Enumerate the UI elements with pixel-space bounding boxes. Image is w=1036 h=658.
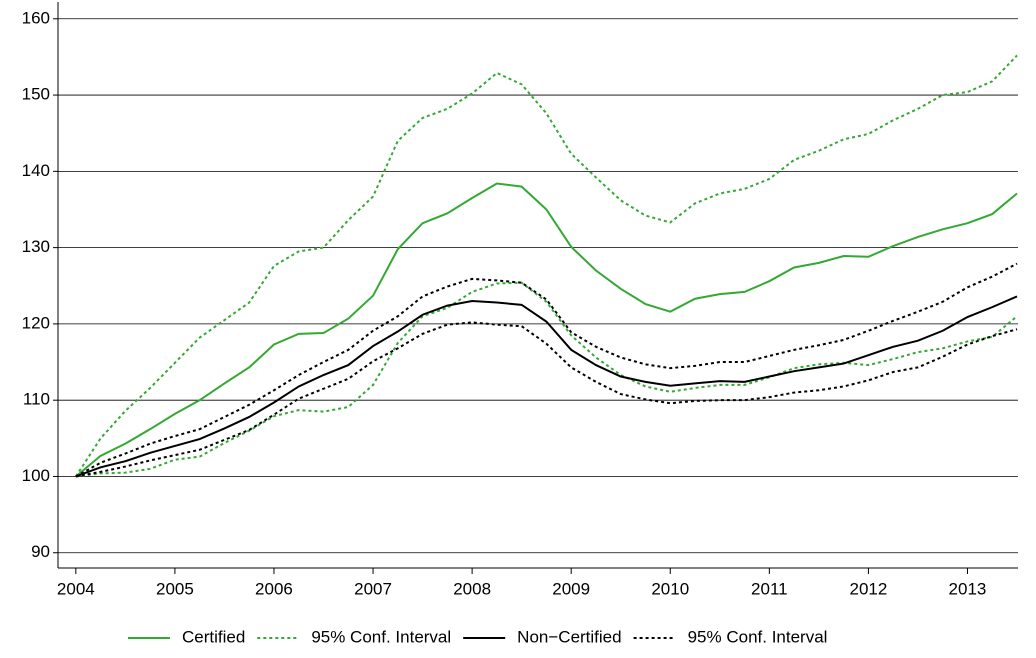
line	[75, 321, 1018, 478]
line	[74, 54, 1018, 478]
x-tick-label: 2009	[552, 579, 590, 598]
line	[75, 262, 1018, 478]
x-tick-label: 2007	[354, 579, 392, 598]
y-tick-label: 150	[22, 85, 50, 104]
x-tick-label: 2008	[453, 579, 491, 598]
y-tick-label: 90	[31, 542, 50, 561]
legend-label: Non−Certified	[517, 627, 621, 646]
legend-label: 95% Conf. Interval	[688, 627, 828, 646]
y-tick-label: 130	[22, 237, 50, 256]
x-tick-label: 2005	[156, 579, 194, 598]
y-tick-label: 110	[23, 390, 50, 409]
y-tick-label: 160	[22, 8, 50, 27]
x-tick-label: 2012	[849, 579, 887, 598]
x-tick-label: 2011	[751, 579, 788, 598]
x-tick-label: 2010	[651, 579, 689, 598]
x-tick-label: 2006	[255, 579, 293, 598]
x-tick-label: 2004	[57, 579, 95, 598]
y-tick-label: 120	[22, 313, 50, 332]
y-tick-label: 140	[22, 161, 50, 180]
line	[75, 281, 1018, 478]
y-tick-label: 100	[22, 466, 50, 485]
line	[75, 295, 1018, 478]
line	[75, 182, 1018, 478]
legend-label: Certified	[182, 627, 245, 646]
x-tick-label: 2013	[949, 579, 987, 598]
legend-label: 95% Conf. Interval	[311, 627, 451, 646]
